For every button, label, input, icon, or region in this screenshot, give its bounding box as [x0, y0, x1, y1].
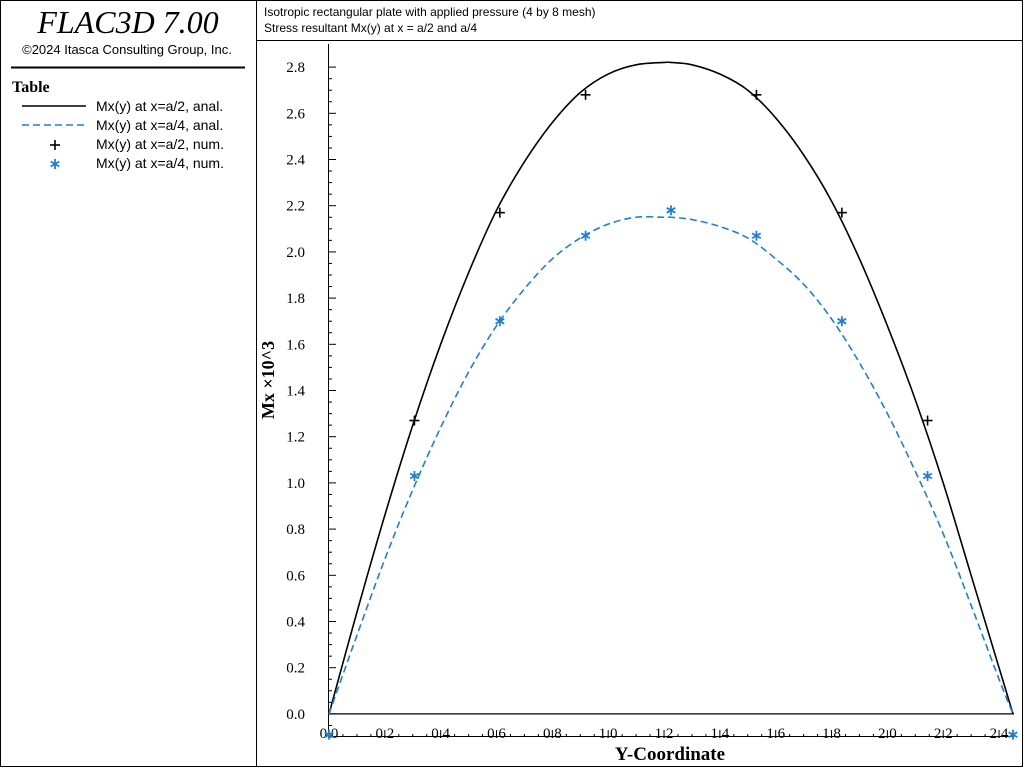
y-tick-label: 0.6	[286, 568, 305, 584]
x-tick-label: 1.6	[766, 726, 785, 742]
plot-subtitle-line1: Isotropic rectangular plate with applied…	[264, 5, 596, 19]
series-line-a4-anal	[328, 215, 1014, 715]
y-axis-title: Mx ×10^3	[258, 341, 278, 419]
star-marker	[666, 205, 676, 216]
y-tick-label: 0.8	[286, 522, 305, 538]
series-line-a2-anal	[328, 61, 1014, 715]
y-tick-label: 1.2	[286, 430, 305, 446]
plus-marker	[580, 89, 591, 100]
axis-ticks: 0.0 0.2 0.4 0.6 0.8 1.0 1.2 1.4 1.6 1.8 2.0 2.2 2.4 2…	[286, 60, 1014, 742]
legend-star-marker-icon	[50, 159, 60, 169]
y-tick-label: 2.2	[286, 199, 305, 215]
plot-area: 0.0 0.2 0.4 0.6 0.8 1.0 1.2 1.4 1.6 1.8 2.0 2.2 2.4 2…	[286, 44, 1018, 742]
y-tick-label: 1.8	[286, 291, 305, 307]
x-tick-label: 0.6	[487, 726, 506, 742]
star-marker	[837, 316, 847, 327]
plot-subtitle-line2: Stress resultant Mx(y) at x = a/2 and a/…	[264, 21, 477, 35]
y-tick-label: 1.6	[286, 337, 305, 353]
x-tick-label: 1.4	[710, 726, 729, 742]
plus-marker	[836, 207, 847, 218]
plus-marker	[494, 207, 505, 218]
x-tick-label: 1.2	[655, 726, 674, 742]
app-title: FLAC3D 7.00	[36, 4, 218, 40]
legend-heading: Table	[12, 79, 50, 96]
y-tick-label: 2.8	[286, 60, 305, 76]
legend-item-label: Mx(y) at x=a/2, anal.	[96, 98, 223, 114]
y-tick-label: 0.0	[286, 707, 305, 723]
star-marker	[409, 470, 420, 481]
x-tick-label: 2.2	[934, 726, 953, 742]
x-tick-label: 0.8	[543, 726, 562, 742]
x-axis-title: Y-Coordinate	[615, 744, 725, 765]
star-marker	[751, 230, 762, 241]
x-tick-label: 1.0	[599, 726, 618, 742]
y-tick-label: 1.0	[286, 476, 305, 492]
series-layer	[324, 61, 1018, 740]
x-tick-label: 1.8	[822, 726, 841, 742]
y-tick-label: 2.0	[286, 245, 305, 261]
legend: Mx(y) at x=a/2, anal. Mx(y) at x=a/4, an…	[22, 98, 224, 171]
y-tick-label: 0.4	[286, 615, 305, 631]
y-tick-label: 1.4	[286, 384, 305, 400]
x-tick-label: 0.4	[431, 726, 450, 742]
x-tick-label: 0.2	[375, 726, 394, 742]
y-tick-label: 2.4	[286, 153, 305, 169]
y-tick-label: 0.2	[286, 661, 305, 677]
legend-item-label: Mx(y) at x=a/4, anal.	[96, 117, 223, 133]
x-tick-label: 2.0	[878, 726, 897, 742]
y-tick-label: 2.6	[286, 106, 305, 122]
plus-marker	[922, 415, 933, 426]
plus-marker	[751, 89, 762, 100]
star-marker	[495, 316, 505, 327]
legend-plus-marker-icon	[50, 140, 60, 150]
star-marker	[580, 230, 591, 241]
star-marker	[922, 470, 933, 481]
legend-item-label: Mx(y) at x=a/2, num.	[96, 136, 224, 152]
x-tick-label: 2.4	[990, 726, 1009, 742]
plus-marker	[409, 415, 420, 426]
star-marker	[1008, 729, 1018, 740]
star-marker	[324, 729, 334, 740]
legend-item-label: Mx(y) at x=a/4, num.	[96, 155, 224, 171]
copyright-text: ©2024 Itasca Consulting Group, Inc.	[22, 42, 232, 57]
